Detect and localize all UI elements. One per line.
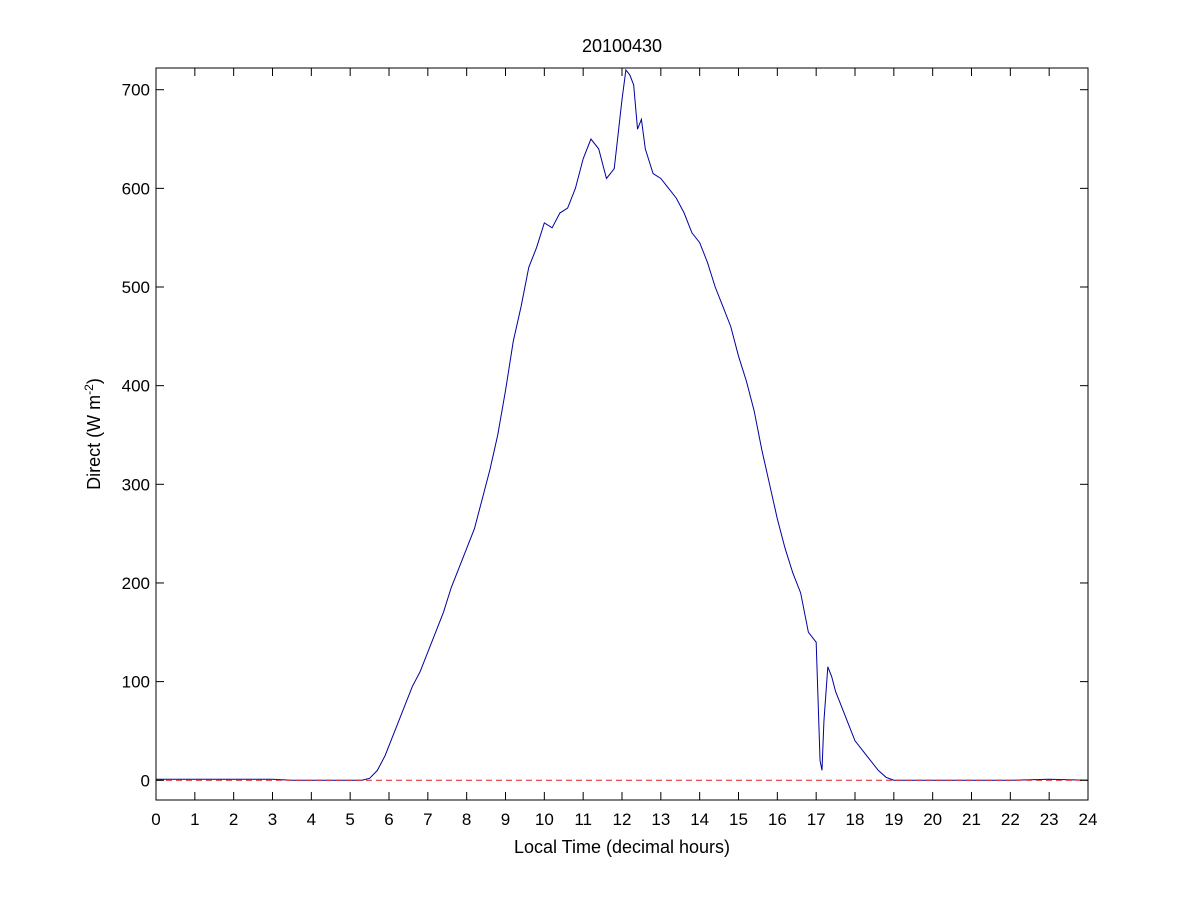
x-tick-label: 20 — [923, 810, 942, 829]
x-tick-label: 3 — [268, 810, 277, 829]
x-tick-label: 5 — [345, 810, 354, 829]
x-tick-label: 6 — [384, 810, 393, 829]
y-axis-label-main: Direct (W m — [84, 395, 104, 490]
x-tick-label: 21 — [962, 810, 981, 829]
direct-irradiance-line — [156, 68, 1089, 781]
y-axis-label: Direct (W m-2) — [82, 378, 104, 490]
x-tick-label: 23 — [1040, 810, 1059, 829]
y-axis-ticks: 0 100 200 300 400 500 600 700 — [122, 81, 1088, 790]
x-tick-label: 14 — [690, 810, 709, 829]
y-tick-label: 0 — [141, 771, 150, 790]
y-tick-label: 100 — [122, 673, 150, 692]
x-axis-ticks: 0 1 2 3 4 5 6 7 8 9 10 11 12 13 14 15 16 17 18 19 20 21 22 23 24 — [151, 68, 1097, 829]
plot-area-background — [156, 68, 1088, 800]
x-tick-label: 2 — [229, 810, 238, 829]
x-tick-label: 1 — [190, 810, 199, 829]
x-tick-label: 0 — [151, 810, 160, 829]
series-layer — [156, 68, 1089, 781]
x-tick-label: 8 — [462, 810, 471, 829]
x-tick-label: 24 — [1079, 810, 1098, 829]
x-tick-label: 12 — [613, 810, 632, 829]
x-tick-label: 13 — [651, 810, 670, 829]
x-tick-label: 17 — [807, 810, 826, 829]
x-tick-label: 19 — [884, 810, 903, 829]
x-tick-label: 11 — [574, 810, 592, 829]
y-tick-label: 600 — [122, 179, 150, 198]
x-tick-label: 16 — [768, 810, 787, 829]
x-axis-label: Local Time (decimal hours) — [514, 837, 730, 857]
x-tick-label: 15 — [729, 810, 748, 829]
x-tick-label: 10 — [535, 810, 554, 829]
y-tick-label: 700 — [122, 81, 150, 100]
x-tick-label: 22 — [1001, 810, 1020, 829]
x-tick-label: 18 — [846, 810, 865, 829]
y-tick-label: 300 — [122, 475, 150, 494]
x-tick-label: 7 — [423, 810, 432, 829]
y-tick-label: 500 — [122, 278, 150, 297]
y-axis-label-close: ) — [84, 378, 104, 384]
y-axis-label-superscript: -2 — [82, 384, 96, 395]
x-tick-label: 9 — [501, 810, 510, 829]
y-tick-label: 400 — [122, 377, 150, 396]
x-tick-label: 4 — [307, 810, 316, 829]
y-tick-label: 200 — [122, 574, 150, 593]
chart-title: 20100430 — [582, 36, 662, 56]
